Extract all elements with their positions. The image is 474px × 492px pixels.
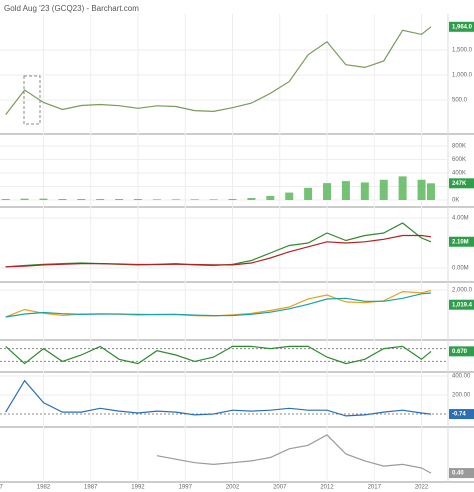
bar <box>39 198 48 201</box>
series-line <box>5 292 432 318</box>
bar <box>341 181 350 201</box>
bar <box>209 199 218 201</box>
current-value-box <box>449 21 474 32</box>
current-value-label: 1,019.4 <box>452 302 473 308</box>
current-value-label: 2.10M <box>452 239 469 245</box>
y-tick-label: 200.00 <box>452 393 471 399</box>
current-value-box <box>449 178 474 189</box>
x-tick-label: 1987 <box>84 485 98 491</box>
bar <box>77 198 86 201</box>
x-tick-label: 2002 <box>226 485 240 491</box>
bar <box>379 179 388 201</box>
bar <box>266 195 275 201</box>
y-tick-label: 1,000.0 <box>452 73 473 79</box>
x-tick-label: 2012 <box>320 485 334 491</box>
chart-title: Gold Aug '23 (GCQ23) - Barchart.com <box>4 4 139 13</box>
bar <box>152 199 161 201</box>
current-value-box <box>449 346 474 357</box>
current-value-label: 247K <box>452 181 467 187</box>
x-tick-label: 1977 <box>0 485 4 491</box>
y-tick-label: 800K <box>452 144 466 150</box>
bar <box>171 199 180 201</box>
bar <box>115 198 124 201</box>
series-line <box>5 26 432 115</box>
bar <box>133 198 142 201</box>
series-line <box>5 345 432 365</box>
bar <box>20 198 29 201</box>
y-tick-label: 600K <box>452 157 466 163</box>
current-value-label: 0.40 <box>452 471 464 477</box>
y-tick-label: 0K <box>452 198 459 204</box>
current-value-label: -0.74 <box>452 412 466 418</box>
y-tick-label: 1,500.0 <box>452 48 473 54</box>
x-tick-label: 1997 <box>179 485 193 491</box>
series-line <box>156 434 432 474</box>
bar <box>426 183 435 201</box>
current-value-label: 1,964.0 <box>452 24 473 30</box>
y-tick-label: 500.0 <box>452 98 468 104</box>
x-tick-label: 1992 <box>131 485 145 491</box>
series-line <box>5 379 432 417</box>
bar <box>398 176 407 201</box>
y-tick-label: 2,000.0 <box>452 288 473 294</box>
current-value-box <box>449 468 474 479</box>
y-tick-label: 0.00M <box>452 266 469 272</box>
bar <box>304 187 313 201</box>
bar <box>1 198 10 201</box>
y-tick-label: 400.00 <box>452 374 471 380</box>
bar <box>417 179 426 201</box>
y-tick-label: 4.00M <box>452 216 469 222</box>
x-tick-label: 2022 <box>415 485 429 491</box>
bar <box>228 198 237 201</box>
bar <box>58 198 67 201</box>
current-value-box <box>449 236 474 247</box>
bar <box>360 182 369 201</box>
x-tick-label: 1982 <box>37 485 51 491</box>
y-tick-label: 400K <box>452 171 466 177</box>
x-tick-label: 2007 <box>273 485 287 491</box>
current-value-box <box>449 409 474 420</box>
bar <box>247 197 256 201</box>
current-value-label: 0.670 <box>452 349 468 355</box>
current-value-box <box>449 299 474 310</box>
x-tick-label: 2017 <box>368 485 382 491</box>
bar <box>190 199 199 201</box>
bar <box>323 183 332 201</box>
series-line <box>5 234 432 268</box>
bar <box>96 198 105 201</box>
bar <box>285 192 294 201</box>
